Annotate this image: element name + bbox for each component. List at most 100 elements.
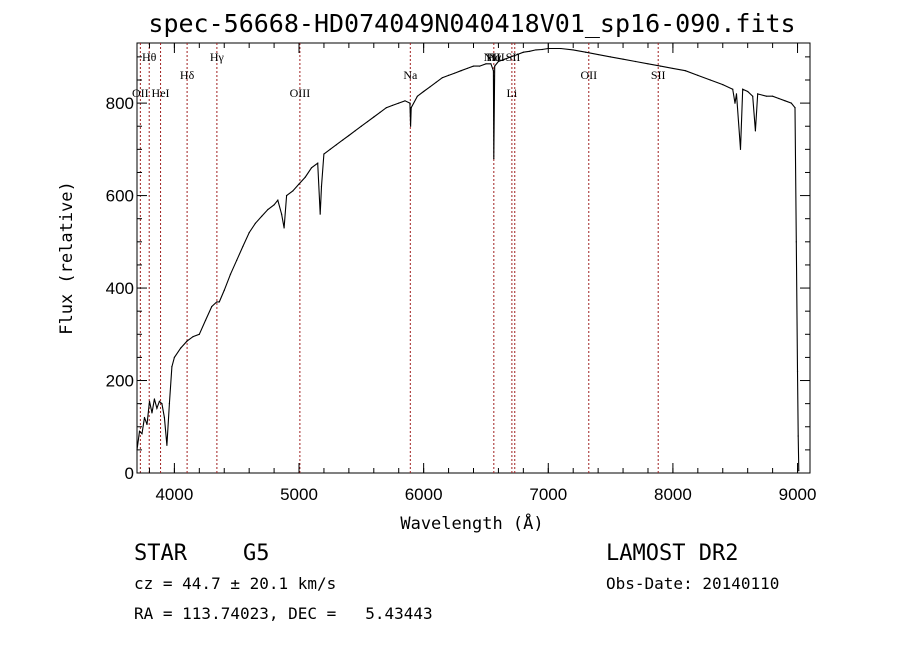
spectrum-point [659,65,662,67]
line-label-10: SII [506,50,521,64]
spectrum-point [734,102,736,104]
spectrum-point [460,70,462,72]
line-label-6: Na [403,68,418,82]
spectrum-point [151,412,153,414]
spectrum-point [267,208,269,211]
line-label-5: OIII [290,86,311,100]
spectrum-point [794,107,796,109]
spectrum-point [765,95,767,97]
spectrum-point [342,139,344,141]
spectrum-point [317,162,319,164]
spectrum-point [447,74,450,76]
spectrum-point [216,301,218,303]
spectrum-point [379,111,381,113]
x-tick-label-3: 7000 [529,485,567,504]
object-subclass: G5 [243,541,270,566]
spectrum-point [796,370,799,372]
spectrum-point [143,416,146,419]
spectrum-point [516,53,518,56]
spectrum-point [373,116,375,118]
spectrum-point [285,194,288,197]
spectrum-point [732,88,734,90]
spectrum-point [454,72,456,74]
spectrum-point [192,336,194,338]
spectrum-point [229,273,232,275]
spectrum-point [329,148,331,150]
spectrum-point [166,444,168,446]
spectrum-point [158,400,161,402]
spectrum-point [560,47,562,50]
spectrum-point [490,63,492,65]
spectrum-point [485,63,487,65]
y-tick-label-3: 600 [106,187,134,206]
spectrum-point [319,213,321,215]
spectrum-point [528,50,531,52]
spectrum-point [492,70,495,72]
spectrum-point [757,93,759,95]
spectrum-point [497,60,500,63]
spectrum-point [535,49,537,51]
x-tick-label-1: 5000 [280,485,318,504]
x-tick-label-5: 9000 [779,485,817,504]
spectrum-point [541,48,543,51]
chart-title: spec-56668-HD074049N040418V01_sp16-090.f… [148,9,795,38]
line-label-3: Hδ [180,68,195,82]
spectrum-point [742,88,744,90]
spectrum-point [283,227,285,229]
spectrum-point [254,222,256,224]
y-axis-ticks: 0 200 400 600 800 [106,56,810,483]
spectrum-point [479,65,481,67]
spectrum-point [672,67,674,70]
x-axis-ticks: 4000 5000 6000 7000 8000 9000 [148,43,817,504]
y-tick-label-4: 800 [106,94,134,113]
spectrum-point [504,58,506,60]
spectrum-point [292,190,294,192]
spectrum-point [634,60,637,63]
line-label-7: NII [484,50,501,64]
spectrum-point [138,430,141,432]
spectrum-point [790,102,792,104]
spectrum-point [572,49,574,51]
spectrum-point [739,148,742,150]
spectrum-point [709,79,711,81]
spectrum-point [186,340,188,342]
y-tick-label-1: 200 [106,372,134,391]
spectrum-point [722,84,724,86]
spectrum-point [429,86,431,88]
line-label-8: Hα [486,50,502,64]
spectrum-point [277,199,279,201]
spectrum-point [168,403,171,405]
spectrum-point [684,70,686,72]
y-tick-label-2: 400 [106,279,134,298]
emission-line-markers [139,43,659,473]
x-axis-label: Wavelength (Å) [400,512,543,534]
spectrum-point [647,63,649,65]
spectrum-point [522,51,524,53]
spectrum-point [404,100,406,102]
spectrum-point [798,470,800,472]
spectrum-point [754,130,757,132]
spectrum-point [156,407,158,409]
spectrum-point [622,58,624,60]
line-label-1: OII [132,86,149,100]
spectrum-point [697,74,699,76]
line-label-0: Hθ [142,50,157,64]
spectrum-point [494,65,496,67]
spectrum-point [423,90,425,93]
observation-date: Obs-Date: 20140110 [606,574,779,593]
spectrum-point [409,125,412,127]
spectrum-point [609,56,612,58]
spectrum-point [360,125,362,127]
spectrum-point [141,433,143,435]
spectrum-point [298,183,300,185]
y-tick-label-0: 0 [125,464,134,483]
spectrum-point [391,104,394,107]
spectrum-point [261,215,263,217]
spectrum-point [218,301,220,303]
spectrum-point [466,67,468,70]
spectrum-point [304,176,306,178]
spectrum-point [795,241,797,243]
x-tick-label-0: 4000 [155,485,193,504]
spectrum-point [148,400,151,402]
